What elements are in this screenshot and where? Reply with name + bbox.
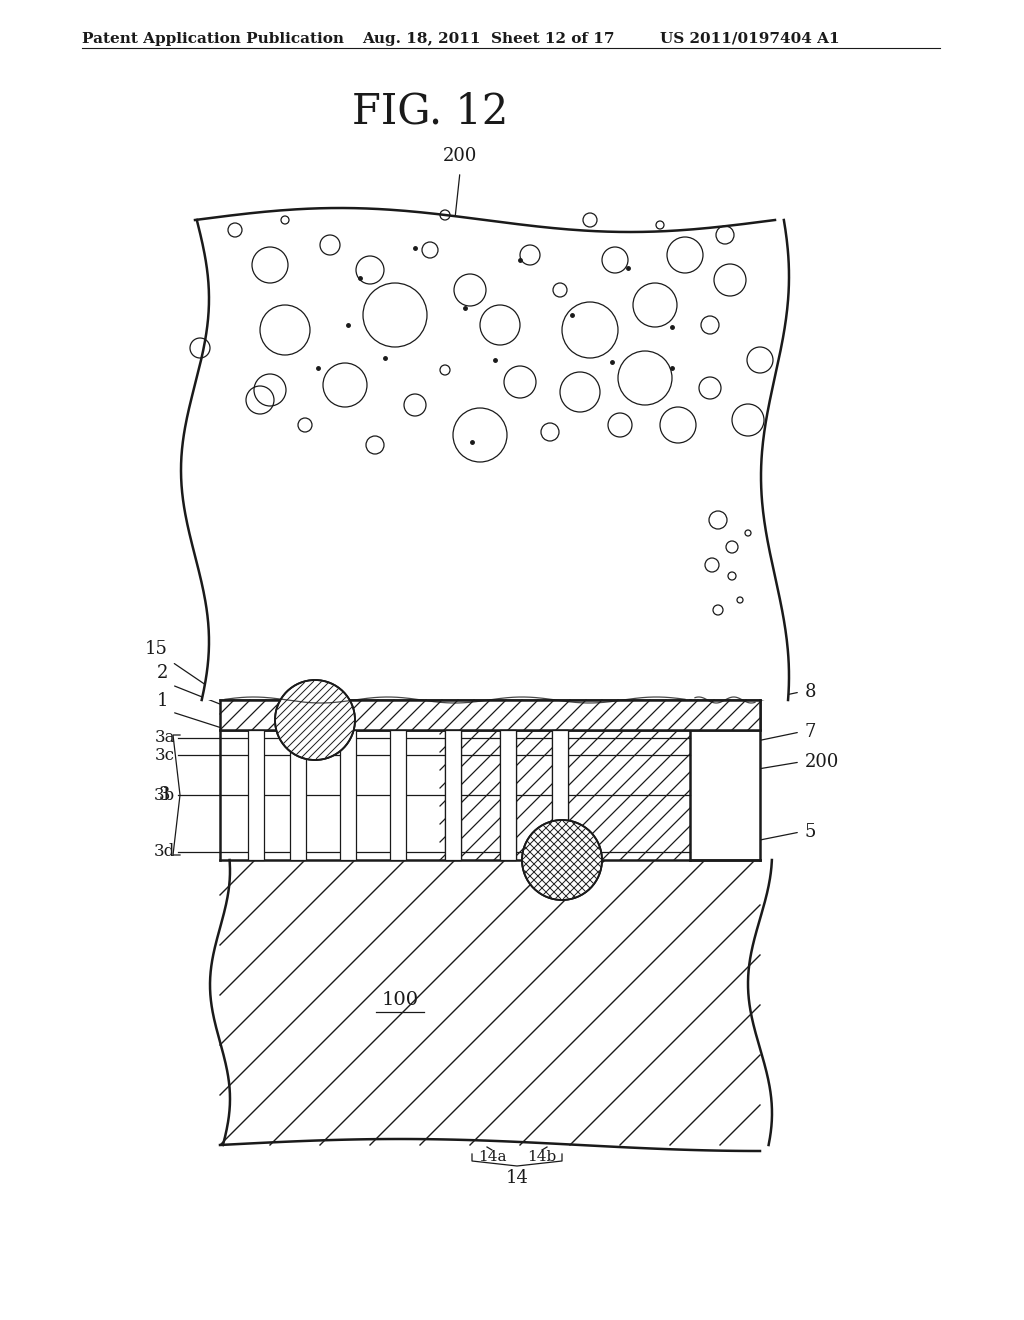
Bar bbox=[500, 730, 516, 861]
Bar bbox=[690, 700, 760, 861]
Bar bbox=[220, 730, 690, 861]
Bar bbox=[445, 730, 461, 861]
Text: US 2011/0197404 A1: US 2011/0197404 A1 bbox=[660, 32, 840, 46]
Text: 14: 14 bbox=[506, 1170, 528, 1187]
Bar bbox=[290, 730, 306, 861]
Polygon shape bbox=[181, 209, 790, 700]
Bar bbox=[340, 730, 356, 861]
Text: 1: 1 bbox=[157, 692, 168, 710]
Text: 100: 100 bbox=[381, 991, 419, 1008]
Bar bbox=[552, 730, 568, 861]
Text: 7: 7 bbox=[805, 723, 816, 741]
Text: 3a: 3a bbox=[155, 730, 175, 747]
Text: Patent Application Publication: Patent Application Publication bbox=[82, 32, 344, 46]
Bar bbox=[248, 730, 264, 861]
Text: 3: 3 bbox=[159, 785, 170, 804]
Text: 5: 5 bbox=[805, 822, 816, 841]
Text: 2: 2 bbox=[157, 664, 168, 682]
Bar bbox=[445, 730, 461, 861]
Circle shape bbox=[522, 820, 602, 900]
Text: 200: 200 bbox=[805, 752, 840, 771]
Text: 8: 8 bbox=[805, 682, 816, 701]
Bar bbox=[552, 730, 568, 861]
Text: 3c: 3c bbox=[155, 747, 175, 763]
Text: 3b: 3b bbox=[154, 787, 175, 804]
Text: 14a: 14a bbox=[478, 1150, 506, 1164]
Text: FIG. 12: FIG. 12 bbox=[352, 90, 508, 132]
Text: 3d: 3d bbox=[154, 843, 175, 861]
Bar bbox=[390, 730, 406, 861]
Bar bbox=[440, 730, 690, 861]
Circle shape bbox=[275, 680, 355, 760]
Text: Aug. 18, 2011  Sheet 12 of 17: Aug. 18, 2011 Sheet 12 of 17 bbox=[362, 32, 614, 46]
Bar bbox=[500, 730, 516, 861]
Text: 200: 200 bbox=[442, 147, 477, 165]
Text: 15: 15 bbox=[145, 640, 168, 657]
Polygon shape bbox=[210, 861, 772, 1151]
Bar bbox=[220, 700, 760, 730]
Text: 14b: 14b bbox=[527, 1150, 557, 1164]
